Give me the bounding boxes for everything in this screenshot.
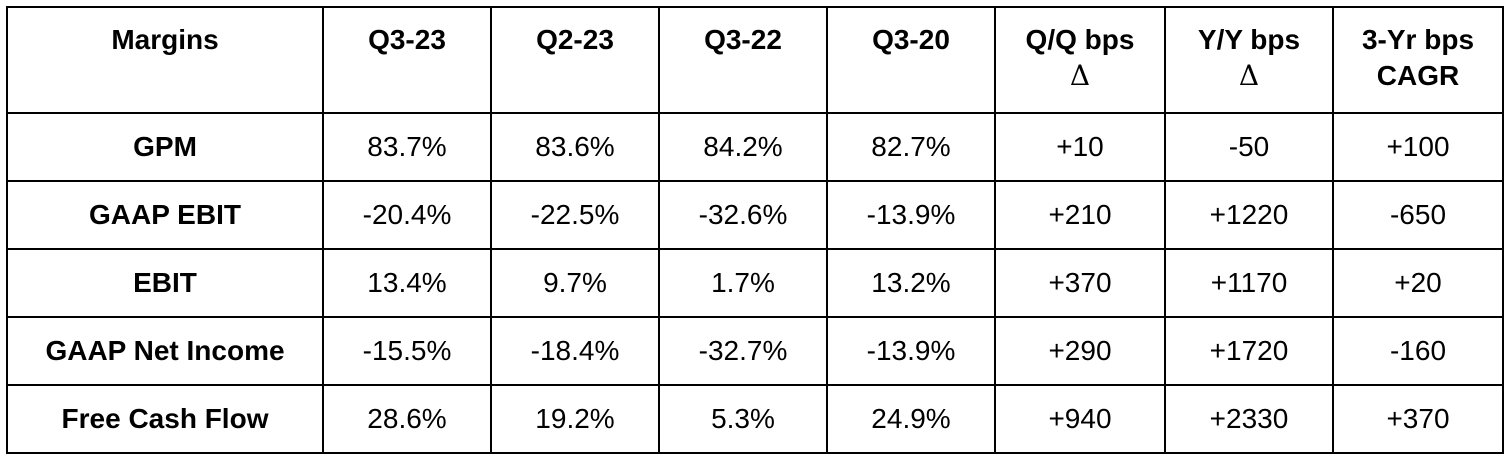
header-q3-23: Q3-23: [322, 6, 492, 114]
delta-symbol: Δ: [1069, 59, 1091, 92]
margins-table-container: Margins Q3-23 Q2-23 Q3-22 Q3-20 Q/Q bps …: [6, 6, 1504, 454]
table-cell: -22.5%: [490, 180, 660, 250]
table-cell: 13.2%: [826, 248, 996, 318]
table-cell: -650: [1332, 180, 1504, 250]
table-cell: +1720: [1164, 316, 1334, 386]
table-row-gpm: GPM 83.7% 83.6% 84.2% 82.7% +10 -50 +100: [6, 112, 1504, 182]
table-cell: 19.2%: [490, 384, 660, 454]
table-row-free-cash-flow: Free Cash Flow 28.6% 19.2% 5.3% 24.9% +9…: [6, 384, 1504, 454]
header-q2-23: Q2-23: [490, 6, 660, 114]
header-3yr-bps-cagr: 3-Yr bps CAGR: [1332, 6, 1504, 114]
header-yy-bps-delta: Y/Y bps Δ: [1164, 6, 1334, 114]
table-cell: -20.4%: [322, 180, 492, 250]
header-q3-20: Q3-20: [826, 6, 996, 114]
table-cell: -160: [1332, 316, 1504, 386]
table-cell: -32.6%: [658, 180, 828, 250]
table-cell: 1.7%: [658, 248, 828, 318]
header-margins: Margins: [6, 6, 324, 114]
table-cell: 84.2%: [658, 112, 828, 182]
table-cell: +100: [1332, 112, 1504, 182]
table-cell: +20: [1332, 248, 1504, 318]
table-cell: +2330: [1164, 384, 1334, 454]
table-row-gaap-ebit: GAAP EBIT -20.4% -22.5% -32.6% -13.9% +2…: [6, 180, 1504, 250]
table-row-ebit: EBIT 13.4% 9.7% 1.7% 13.2% +370 +1170 +2…: [6, 248, 1504, 318]
table-cell: +210: [994, 180, 1166, 250]
header-row: Margins Q3-23 Q2-23 Q3-22 Q3-20 Q/Q bps …: [6, 6, 1504, 114]
table-cell: 13.4%: [322, 248, 492, 318]
table-cell: 83.7%: [322, 112, 492, 182]
table-cell: -18.4%: [490, 316, 660, 386]
row-label: EBIT: [6, 248, 324, 318]
table-cell: -50: [1164, 112, 1334, 182]
table-cell: -13.9%: [826, 180, 996, 250]
table-cell: -32.7%: [658, 316, 828, 386]
table-cell: -13.9%: [826, 316, 996, 386]
table-cell: 82.7%: [826, 112, 996, 182]
table-cell: +370: [1332, 384, 1504, 454]
row-label: GAAP EBIT: [6, 180, 324, 250]
header-q3-22: Q3-22: [658, 6, 828, 114]
row-label: GAAP Net Income: [6, 316, 324, 386]
table-cell: 5.3%: [658, 384, 828, 454]
row-label: Free Cash Flow: [6, 384, 324, 454]
cagr-label: CAGR: [1376, 60, 1460, 91]
table-cell: 28.6%: [322, 384, 492, 454]
table-row-gaap-net-income: GAAP Net Income -15.5% -18.4% -32.7% -13…: [6, 316, 1504, 386]
table-cell: -15.5%: [322, 316, 492, 386]
table-cell: +290: [994, 316, 1166, 386]
margins-table: Margins Q3-23 Q2-23 Q3-22 Q3-20 Q/Q bps …: [6, 6, 1504, 454]
delta-symbol: Δ: [1238, 59, 1260, 92]
row-label: GPM: [6, 112, 324, 182]
table-cell: 9.7%: [490, 248, 660, 318]
table-cell: +1170: [1164, 248, 1334, 318]
table-cell: 83.6%: [490, 112, 660, 182]
table-cell: 24.9%: [826, 384, 996, 454]
header-qq-bps-delta: Q/Q bps Δ: [994, 6, 1166, 114]
table-cell: +1220: [1164, 180, 1334, 250]
table-cell: +370: [994, 248, 1166, 318]
table-cell: +940: [994, 384, 1166, 454]
table-cell: +10: [994, 112, 1166, 182]
